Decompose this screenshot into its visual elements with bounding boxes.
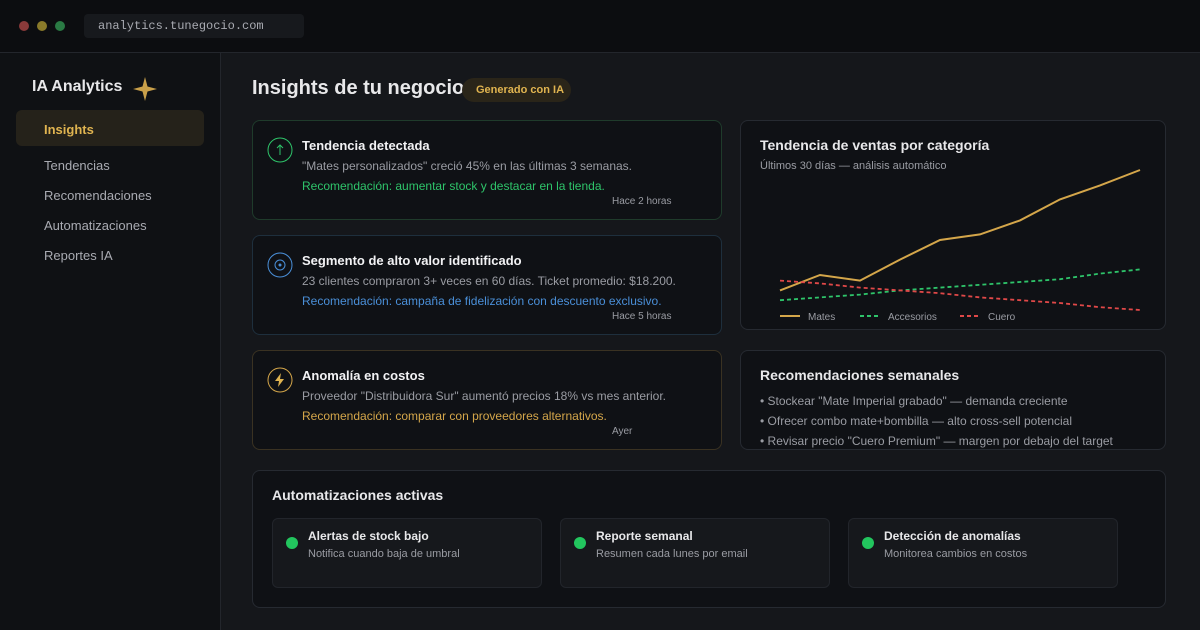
nav-item[interactable]: Reportes IA [44, 248, 113, 263]
automation-card [560, 518, 830, 588]
line-series [779, 279, 1141, 311]
automation-text: Monitorea cambios en costos [884, 548, 1028, 560]
insight-title: Tendencia detectada [302, 138, 430, 153]
sparkle-icon [133, 77, 157, 101]
chart-card [740, 120, 1166, 330]
insight-title: Anomalía en costos [302, 368, 425, 383]
recommendations-title: Recomendaciones semanales [760, 367, 960, 383]
insight-time: Ayer [612, 426, 633, 437]
legend-label: Mates [808, 312, 835, 323]
legend-label: Accesorios [888, 312, 937, 323]
insight-rec: Recomendación: comparar con proveedores … [302, 409, 607, 423]
insight-text: "Mates personalizados" creció 45% en las… [302, 159, 633, 173]
insight-time: Hace 2 horas [612, 196, 672, 207]
chart-title: Tendencia de ventas por categoría [760, 137, 990, 153]
chart: Mates Accesorios Cuero [779, 169, 1141, 323]
nav-item[interactable]: Automatizaciones [44, 218, 147, 233]
line-series [779, 169, 1141, 292]
bolt-icon [267, 367, 293, 393]
nav-item[interactable]: Insights [44, 122, 94, 137]
insight-time: Hace 5 horas [612, 311, 672, 322]
insight-card [252, 350, 722, 450]
insight-title: Segmento de alto valor identificado [302, 253, 522, 268]
line-series [779, 268, 1141, 302]
target-icon [267, 252, 293, 278]
chart-subtitle: Últimos 30 días — análisis automático [760, 160, 947, 172]
automation-title: Alertas de stock bajo [308, 529, 429, 543]
url: analytics.tunegocio.com [98, 19, 264, 33]
legend-label: Cuero [988, 312, 1016, 323]
recommendation-item: • Stockear "Mate Imperial grabado" — dem… [760, 394, 1068, 408]
insight-rec: Recomendación: aumentar stock y destacar… [302, 179, 605, 193]
active-nav[interactable] [16, 110, 204, 146]
insight-text: 23 clientes compraron 3+ veces en 60 día… [302, 274, 676, 288]
automation-text: Resumen cada lunes por email [596, 548, 748, 560]
sidebar-title: IA Analytics [32, 78, 123, 95]
automation-text: Notifica cuando baja de umbral [308, 548, 460, 560]
status-dot [286, 537, 298, 549]
nav-item[interactable]: Recomendaciones [44, 188, 152, 203]
automations-title: Automatizaciones activas [272, 487, 444, 503]
automation-title: Reporte semanal [596, 529, 693, 543]
insight-text: Proveedor "Distribuidora Sur" aumentó pr… [302, 389, 667, 403]
insight-card [252, 235, 722, 335]
insight-rec: Recomendación: campaña de fidelización c… [302, 294, 662, 308]
nav-item[interactable]: Tendencias [44, 158, 110, 173]
recommendation-item: • Ofrecer combo mate+bombilla — alto cro… [760, 414, 1072, 428]
automation-card [272, 518, 542, 588]
page-title: Insights de tu negocio [252, 77, 465, 99]
automation-card [848, 518, 1118, 588]
insight-card [252, 120, 722, 220]
status-dot [862, 537, 874, 549]
recommendation-item: • Revisar precio "Cuero Premium" — marge… [760, 434, 1113, 448]
recommendations-card [740, 350, 1166, 450]
trend-icon [267, 137, 293, 163]
url-box [84, 14, 304, 38]
automation-title: Detección de anomalías [884, 529, 1021, 543]
ai-badge: Generado con IA [462, 78, 572, 102]
window-dots [19, 21, 65, 31]
status-dot [574, 537, 586, 549]
sidebar [0, 53, 221, 630]
